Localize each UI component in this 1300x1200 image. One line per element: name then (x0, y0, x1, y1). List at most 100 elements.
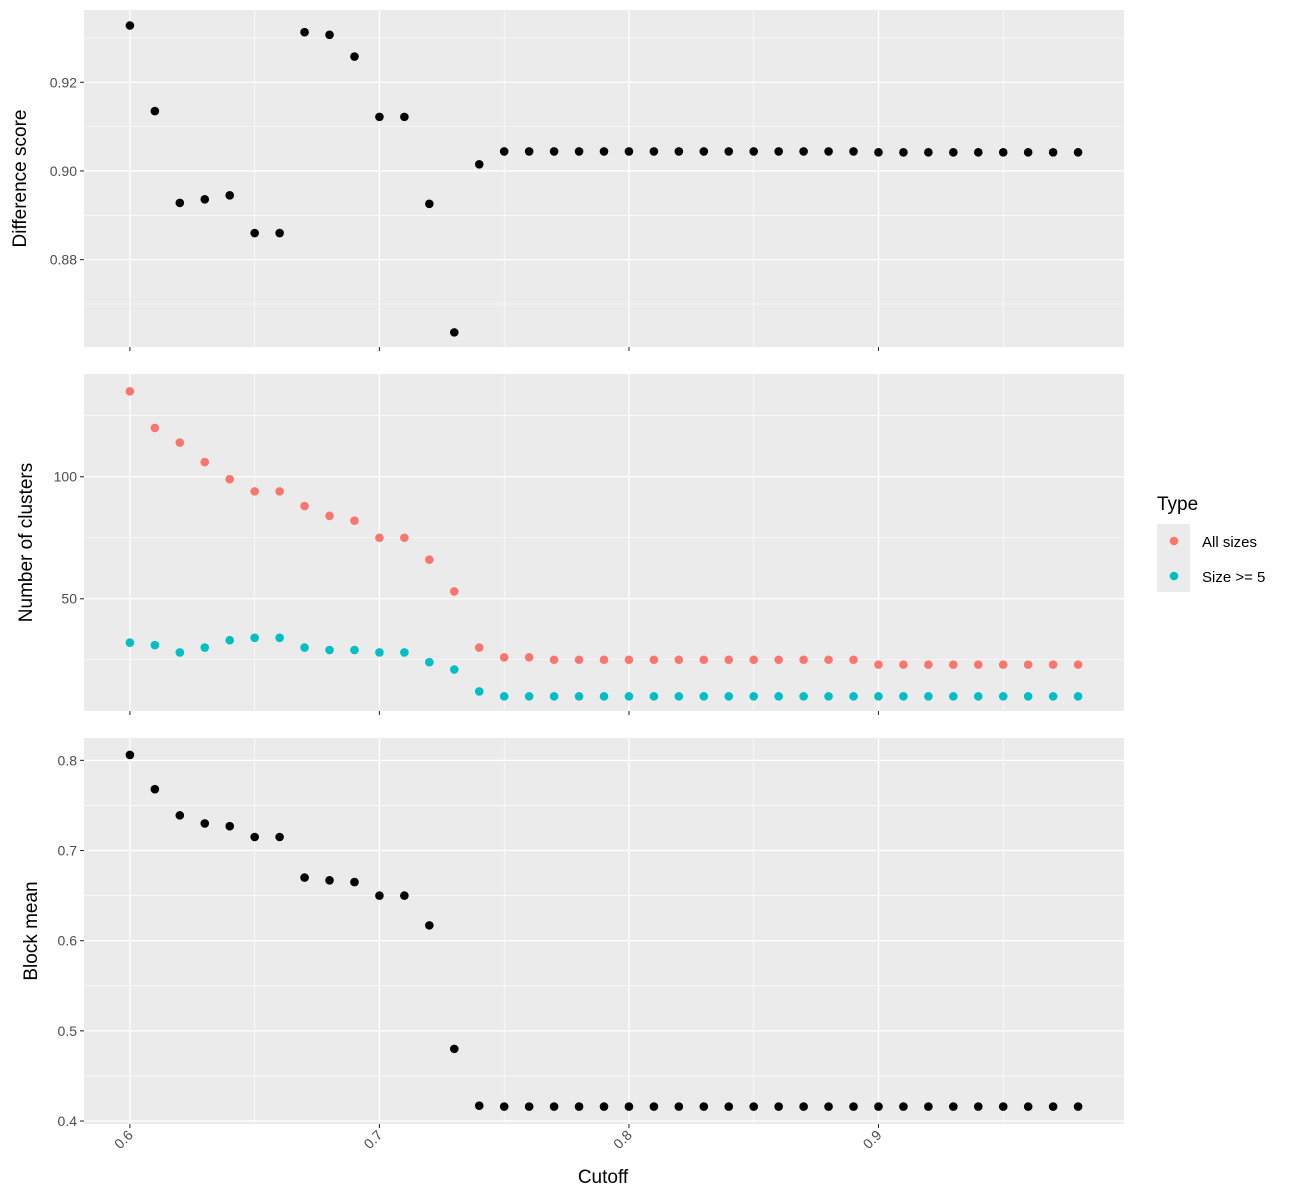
data-point (1073, 1102, 1083, 1111)
data-point (649, 147, 659, 156)
data-point (724, 1102, 734, 1111)
legend-label-size-ge-5: Size >= 5 (1202, 569, 1265, 586)
data-point (749, 147, 759, 156)
data-point (624, 692, 634, 701)
data-point (749, 1102, 759, 1111)
data-point (949, 148, 958, 157)
data-point (998, 692, 1008, 701)
data-point (499, 653, 509, 662)
data-point (774, 1102, 783, 1111)
data-point (250, 228, 259, 238)
data-point (375, 648, 384, 657)
y-axis-title: Block mean (21, 881, 42, 980)
data-point (200, 195, 210, 204)
y-axis-title: Number of clusters (16, 463, 37, 622)
data-point (624, 655, 634, 665)
data-point (1073, 660, 1083, 669)
data-point (774, 692, 783, 701)
data-point (949, 692, 958, 701)
data-point (824, 1102, 833, 1111)
data-point (599, 147, 609, 156)
data-point (1048, 692, 1058, 701)
data-point (350, 516, 359, 525)
data-point (649, 692, 659, 701)
data-point (524, 653, 534, 662)
data-point (175, 198, 185, 208)
data-point (549, 147, 559, 156)
data-point (425, 199, 434, 209)
data-point (425, 921, 434, 930)
data-point (425, 657, 434, 667)
data-point (849, 692, 858, 701)
series-all-sizes (125, 387, 1083, 669)
data-point (824, 692, 833, 701)
data-point (175, 438, 185, 447)
data-point (998, 148, 1008, 157)
data-point (1048, 660, 1058, 669)
data-point (449, 665, 459, 674)
y-axis-title: Difference score (10, 110, 31, 248)
y-tick-label: 0.5 (58, 1023, 78, 1039)
data-point (125, 638, 135, 647)
data-point (300, 643, 309, 652)
data-point (400, 112, 409, 122)
y-tick-label: 0.90 (50, 163, 77, 179)
data-point (200, 819, 210, 828)
data-point (275, 487, 284, 496)
data-point (125, 21, 135, 30)
y-tick-label: 0.4 (58, 1113, 78, 1129)
data-point (699, 147, 709, 156)
data-point (524, 1102, 534, 1111)
y-tick-label: 0.88 (50, 252, 77, 268)
data-point (849, 1102, 858, 1111)
data-point (425, 555, 434, 565)
data-point (474, 643, 484, 652)
data-point (499, 692, 509, 701)
data-point (599, 1102, 609, 1111)
data-point (125, 750, 135, 760)
data-point (150, 640, 160, 650)
data-point (699, 692, 709, 701)
data-point (150, 784, 160, 794)
data-point (549, 1102, 559, 1111)
data-point (574, 147, 584, 156)
data-point (973, 1102, 983, 1111)
data-point (200, 457, 210, 467)
data-point (1023, 148, 1033, 157)
legend: Type All sizes Size >= 5 (1157, 494, 1265, 592)
data-point (275, 228, 284, 238)
data-point (449, 1044, 459, 1054)
data-point (973, 660, 983, 669)
data-point (749, 655, 759, 665)
data-point (1048, 148, 1058, 157)
series-size-5 (125, 633, 1083, 701)
data-point (924, 148, 933, 157)
data-point (400, 648, 409, 657)
data-point (474, 1101, 484, 1110)
panel-background (84, 10, 1124, 347)
data-point (874, 148, 883, 157)
data-point (924, 660, 933, 669)
data-point (275, 832, 284, 842)
data-point (674, 1102, 684, 1111)
data-point (1023, 660, 1033, 669)
data-point (824, 147, 833, 156)
data-point (724, 147, 734, 156)
data-point (874, 660, 883, 669)
data-point (200, 643, 210, 652)
data-point (325, 645, 334, 655)
data-point (449, 587, 459, 596)
data-point (649, 1102, 659, 1111)
data-point (799, 1102, 808, 1111)
data-point (125, 387, 135, 396)
data-point (849, 655, 858, 665)
data-point (699, 1102, 709, 1111)
data-point (175, 648, 185, 657)
data-point (949, 660, 958, 669)
data-point (774, 655, 783, 665)
data-point (325, 30, 334, 40)
data-point (400, 533, 409, 543)
y-tick-label: 50 (61, 591, 77, 607)
